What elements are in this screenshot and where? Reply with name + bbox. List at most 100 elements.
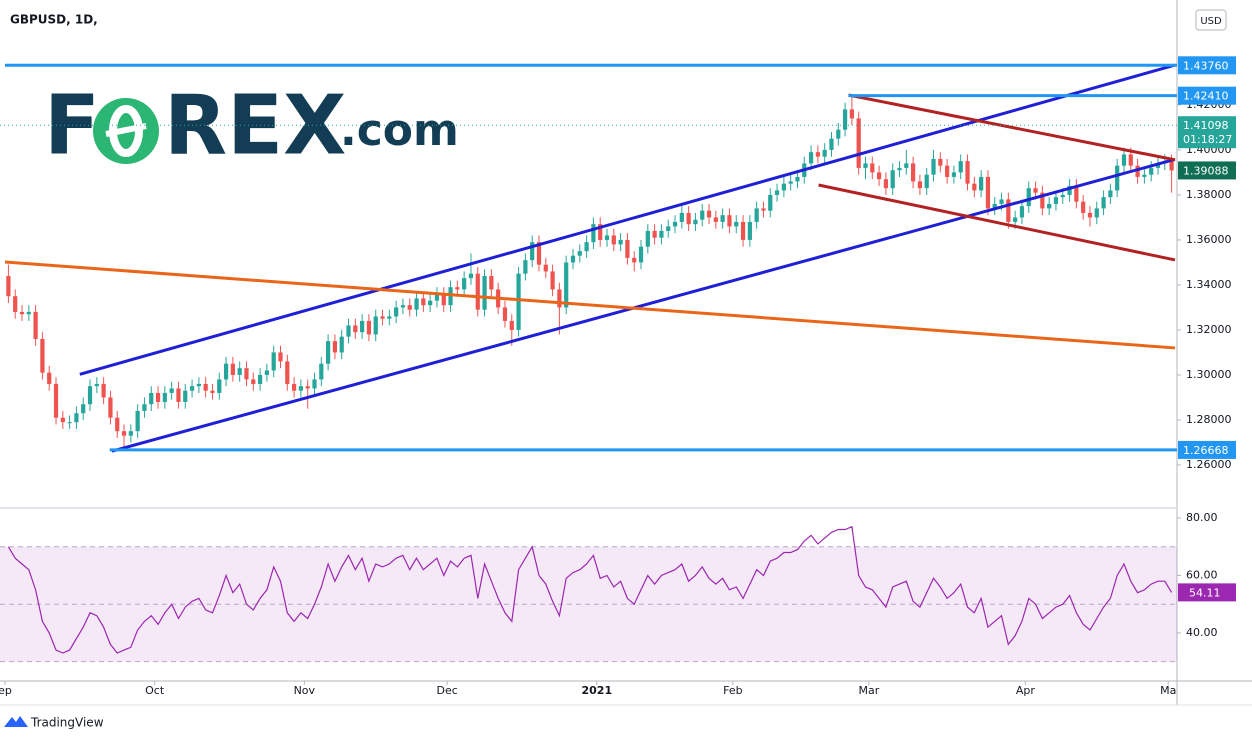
candle-body — [557, 289, 562, 308]
candle-body — [1142, 174, 1147, 177]
candle-body — [863, 163, 868, 168]
candle-body — [169, 388, 174, 393]
candle-body — [774, 190, 780, 195]
candle-body — [985, 176, 991, 209]
candle-body — [414, 298, 419, 310]
candle-body — [1033, 188, 1038, 193]
level-label: 1.43760 — [1183, 59, 1229, 72]
candle-body — [1121, 154, 1127, 166]
candle-body — [128, 431, 133, 436]
candle-body — [237, 368, 242, 375]
candle-body — [6, 275, 11, 297]
trend-line — [4, 260, 1176, 350]
candle-body — [516, 273, 521, 330]
candle-body — [584, 242, 589, 252]
candle-body — [189, 386, 195, 391]
candle-body — [911, 163, 916, 182]
candle-body — [679, 212, 684, 222]
y-tick-label: 1.32000 — [1186, 323, 1232, 336]
rsi-tick-label: 80.00 — [1186, 511, 1218, 524]
candle-body — [230, 363, 235, 375]
candle-body — [1053, 197, 1059, 204]
candle-body — [720, 215, 725, 222]
candle-body — [795, 176, 800, 182]
candle-body — [822, 149, 827, 157]
candle-body — [768, 194, 773, 211]
candle-body — [509, 320, 514, 330]
candle-body — [155, 392, 161, 402]
candle-body — [87, 386, 93, 405]
y-tick-label: 1.26000 — [1186, 458, 1232, 471]
candle-body — [652, 230, 657, 238]
trend-line — [79, 63, 1176, 376]
x-tick-label: Feb — [723, 684, 742, 697]
candle-body — [1087, 212, 1093, 218]
y-tick-label: 1.30000 — [1186, 368, 1232, 381]
rsi-label: 54.11 — [1189, 586, 1221, 599]
candle-body — [598, 224, 603, 240]
candle-body — [271, 352, 276, 371]
candle-body — [74, 413, 79, 423]
candle-body — [53, 383, 59, 418]
candle-body — [455, 287, 460, 290]
candle-body — [781, 183, 786, 191]
candle-body — [257, 374, 263, 384]
candle-body — [312, 379, 317, 389]
candle-body — [1155, 163, 1161, 168]
candle-body — [203, 383, 208, 391]
rsi-tick-label: 60.00 — [1186, 568, 1218, 581]
candle-body — [1006, 199, 1011, 222]
candle-body — [1074, 185, 1079, 202]
candle-body — [713, 217, 718, 222]
x-tick-label: Dec — [437, 684, 458, 697]
logo: F REX .com — [44, 78, 459, 173]
candle-body — [298, 386, 304, 391]
currency[interactable]: USD — [1200, 16, 1222, 27]
candle-body — [876, 172, 882, 180]
candle-body — [108, 397, 113, 418]
candle-body — [502, 307, 508, 321]
candle-body — [115, 417, 120, 432]
x-tick-label: Mar — [859, 684, 880, 697]
candle-body — [196, 383, 201, 387]
candle-body — [543, 264, 548, 272]
candle-body — [672, 221, 678, 227]
candle-body — [291, 383, 297, 391]
candle-body — [1101, 197, 1106, 209]
candle-body — [339, 336, 344, 353]
candle-body — [47, 372, 52, 384]
candle-body — [183, 390, 188, 402]
x-tick-label: Nov — [294, 684, 316, 697]
last-price-box — [1178, 161, 1236, 180]
x-tick-label: ep — [0, 684, 12, 697]
currency-box[interactable] — [1195, 9, 1227, 31]
candle-body — [251, 379, 256, 384]
logo-domain: .com — [340, 105, 459, 156]
candle-body — [550, 271, 555, 290]
logo-letter: F — [44, 78, 100, 173]
candle-body — [611, 235, 616, 245]
candle-body — [81, 404, 86, 414]
candle-body — [346, 325, 351, 337]
candle-body — [931, 158, 936, 175]
candle-body — [972, 183, 977, 191]
candle-body — [1019, 206, 1025, 218]
candle-body — [945, 165, 950, 177]
candle-body — [734, 221, 739, 227]
candle-body — [462, 278, 467, 290]
candle-body — [897, 167, 902, 171]
candle-body — [264, 370, 269, 375]
candle-body — [489, 275, 494, 290]
candle-body — [842, 109, 848, 130]
candle-body — [319, 363, 324, 380]
candle-body — [468, 273, 474, 279]
candle-body — [400, 305, 406, 308]
y-tick-label: 1.34000 — [1186, 278, 1232, 291]
candle-body — [26, 311, 31, 315]
candle-body — [754, 208, 759, 222]
candle-body — [951, 172, 957, 177]
candle-body — [788, 181, 793, 184]
trend-line — [848, 93, 1176, 162]
trend-line — [818, 183, 1176, 262]
candle-body — [1047, 203, 1052, 209]
